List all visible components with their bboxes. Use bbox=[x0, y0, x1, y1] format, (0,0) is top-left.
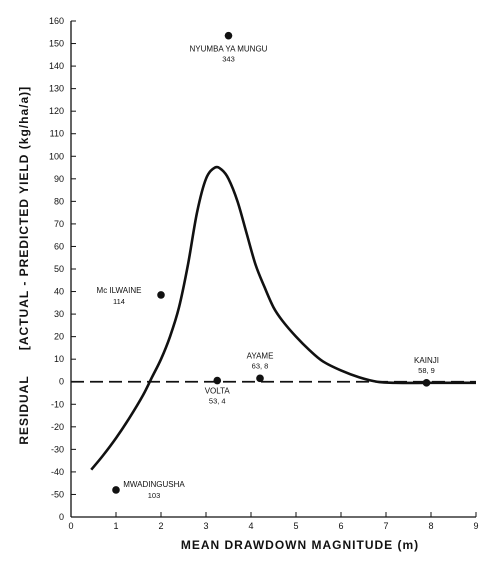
y-tick-label: 10 bbox=[54, 354, 64, 364]
y-tick-label: 40 bbox=[54, 287, 64, 297]
fitted-curve bbox=[90, 165, 476, 471]
x-tick-label: 2 bbox=[158, 521, 163, 531]
y-tick-label: -20 bbox=[51, 422, 64, 432]
x-tick-label: 7 bbox=[383, 521, 388, 531]
y-tick-label: 150 bbox=[49, 39, 64, 49]
ticks: 0 1 2 3 4 5 6 7 8 9 -50 -40 -30 -20 -10 0 10 20 30 40 50 60 70… bbox=[49, 16, 479, 531]
y-tick-label: 80 bbox=[54, 196, 64, 206]
data-point bbox=[422, 379, 431, 387]
point-value-label: 343 bbox=[222, 55, 235, 64]
point-name-label: Mc ILWAINE bbox=[97, 286, 142, 295]
y-tick-label: 20 bbox=[54, 332, 64, 342]
y-tick-label: 0 bbox=[59, 377, 64, 387]
y-tick-label: 60 bbox=[54, 241, 64, 251]
point-name-label: AYAME bbox=[247, 351, 274, 360]
y-tick-label: 140 bbox=[49, 61, 64, 71]
point-name-label: MWADINGUSHA bbox=[123, 480, 185, 489]
point-value-label: 114 bbox=[113, 297, 125, 306]
y-tick-label: 130 bbox=[49, 84, 64, 94]
data-point bbox=[213, 376, 222, 385]
y-tick-label: 30 bbox=[54, 309, 64, 319]
y-tick-label: 110 bbox=[50, 129, 64, 139]
point-name-label: VOLTA bbox=[205, 387, 231, 396]
y-tick-label: 50 bbox=[54, 264, 64, 274]
y-tick-label: -50 bbox=[51, 489, 64, 499]
data-point bbox=[256, 374, 264, 383]
y-tick-label: 70 bbox=[54, 219, 64, 229]
data-point bbox=[112, 486, 120, 494]
axes bbox=[70, 21, 476, 518]
point-name-label: NYUMBA YA MUNGU bbox=[190, 45, 268, 54]
point-name-label: KAINJI bbox=[414, 356, 439, 365]
point-value-label: 63, 8 bbox=[252, 361, 269, 370]
point-value-label: 103 bbox=[148, 491, 161, 500]
y-tick-label: 160 bbox=[49, 16, 64, 26]
point-value-label: 53, 4 bbox=[209, 397, 226, 406]
y-tick-label: 120 bbox=[49, 106, 64, 116]
curves bbox=[90, 165, 476, 471]
y-tick-label: -40 bbox=[51, 467, 64, 477]
y-tick-label: 90 bbox=[54, 174, 64, 184]
x-tick-label: 5 bbox=[293, 521, 298, 531]
x-tick-label: 8 bbox=[428, 521, 433, 531]
y-tick-label: 0 bbox=[59, 512, 64, 522]
x-tick-label: 0 bbox=[68, 521, 73, 531]
x-axis-label: MEAN DRAWDOWN MAGNITUDE (m) bbox=[181, 538, 419, 552]
y-axis-label-inner: [ACTUAL - PREDICTED YIELD (kg/ha/a)] bbox=[17, 86, 31, 350]
point-value-label: 58, 9 bbox=[418, 366, 435, 375]
y-tick-label: -30 bbox=[51, 444, 64, 454]
x-tick-label: 4 bbox=[248, 521, 253, 531]
data-point bbox=[157, 291, 165, 299]
data-point bbox=[224, 31, 233, 40]
x-tick-label: 9 bbox=[473, 521, 478, 531]
y-tick-label: 100 bbox=[49, 151, 64, 161]
x-tick-label: 3 bbox=[203, 521, 208, 531]
y-axis-label-outer: RESIDUAL bbox=[17, 375, 31, 444]
x-tick-label: 1 bbox=[113, 521, 118, 531]
y-tick-label: -10 bbox=[51, 399, 64, 409]
x-tick-label: 6 bbox=[338, 521, 343, 531]
